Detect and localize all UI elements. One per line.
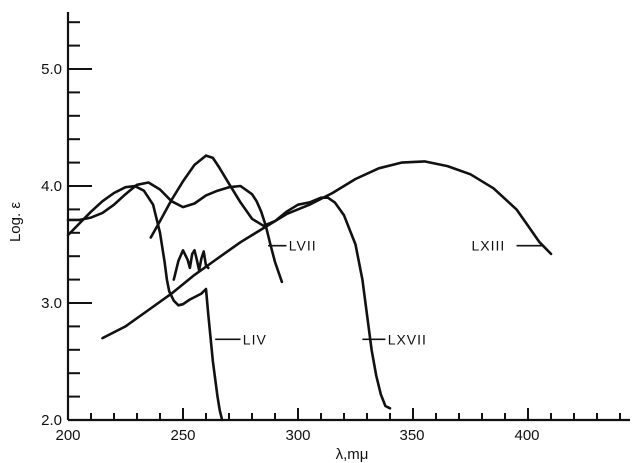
y-tick-label: 5.0 <box>41 61 62 78</box>
series-curves <box>66 154 553 422</box>
y-axis-title: Log. ε <box>7 202 24 242</box>
series-line-lvii <box>66 181 284 284</box>
plot-area: LIV LVII LXIII LXVII <box>66 12 630 422</box>
x-tick-label: 250 <box>170 427 195 444</box>
curve-label-liv: LIV <box>243 331 267 347</box>
y-tick-labels: 2.0 3.0 4.0 5.0 <box>41 61 62 429</box>
curve-label-lxvii: LXVII <box>388 331 427 347</box>
y-tick-label: 3.0 <box>41 295 62 312</box>
x-axis-ticks <box>67 408 621 420</box>
x-tick-label: 300 <box>285 427 310 444</box>
series-line-liv <box>66 184 224 422</box>
curve-label-lxiii: LXIII <box>472 238 506 254</box>
x-tick-label: 400 <box>514 427 539 444</box>
series-line-lxiii <box>101 160 553 340</box>
x-tick-label: 200 <box>55 427 80 444</box>
series-line-liv-fine-structure <box>172 249 210 281</box>
x-tick-label: 350 <box>399 427 424 444</box>
curve-labels: LIV LVII LXIII LXVII <box>215 238 545 347</box>
y-tick-label: 2.0 <box>41 412 62 429</box>
x-tick-labels: 200 250 300 350 400 <box>55 427 539 444</box>
series-line-lxvii <box>149 154 392 410</box>
y-tick-label: 4.0 <box>41 178 62 195</box>
x-axis-title: λ,mμ <box>336 446 369 463</box>
curve-label-lvii: LVII <box>289 238 317 254</box>
